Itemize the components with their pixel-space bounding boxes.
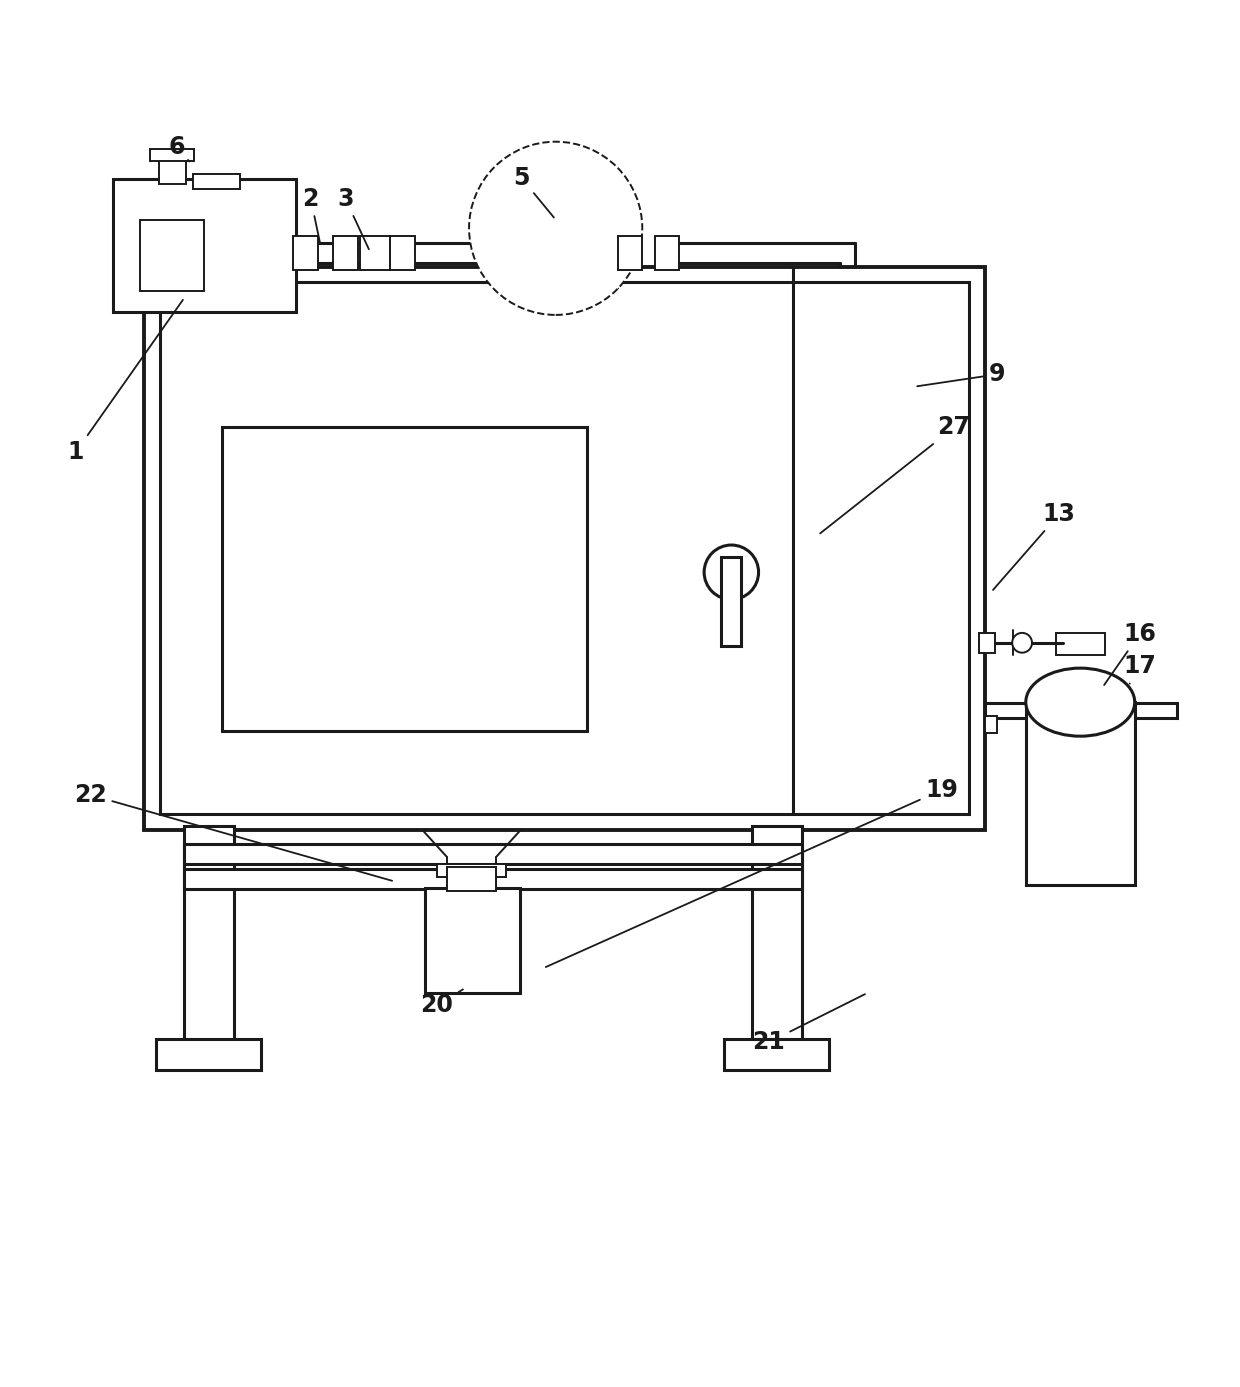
Bar (140, 219, 205, 291)
Circle shape (518, 191, 593, 265)
Bar (985, 703, 1177, 718)
Text: 22: 22 (74, 782, 392, 881)
Bar (334, 236, 357, 270)
Text: 19: 19 (546, 778, 959, 967)
Text: 9: 9 (918, 362, 1006, 387)
Bar (753, 825, 802, 1043)
Text: 6: 6 (169, 135, 190, 161)
Text: 17: 17 (1123, 655, 1156, 684)
Bar (978, 632, 994, 653)
Bar (360, 236, 389, 270)
Circle shape (484, 157, 627, 300)
Bar (159, 160, 186, 183)
Circle shape (536, 208, 575, 248)
Bar (1055, 632, 1105, 655)
Bar (724, 1039, 830, 1069)
Bar (150, 150, 195, 161)
Text: 2: 2 (303, 187, 320, 243)
Text: 27: 27 (820, 416, 971, 534)
Bar (494, 265, 618, 287)
Circle shape (548, 221, 563, 236)
Bar (222, 427, 587, 731)
Bar (985, 716, 997, 734)
Bar (185, 825, 234, 1043)
Bar (424, 888, 520, 993)
Text: 21: 21 (753, 994, 866, 1054)
Circle shape (1012, 632, 1032, 653)
Bar (193, 173, 241, 189)
Text: 1: 1 (67, 300, 182, 465)
Text: 20: 20 (420, 989, 463, 1017)
Bar (294, 236, 319, 270)
Bar (1025, 702, 1135, 885)
Bar (446, 867, 496, 892)
Bar (449, 874, 496, 892)
Bar (156, 1039, 262, 1069)
Bar (185, 845, 802, 864)
Text: 13: 13 (993, 502, 1075, 589)
Bar (618, 236, 642, 270)
Circle shape (469, 141, 642, 315)
Circle shape (704, 545, 759, 599)
Bar (185, 870, 802, 889)
Bar (160, 282, 968, 814)
Bar (655, 236, 680, 270)
Bar (436, 864, 506, 877)
Text: 5: 5 (513, 165, 554, 218)
Bar (722, 558, 742, 646)
Text: 3: 3 (337, 187, 370, 250)
Text: 16: 16 (1104, 623, 1156, 685)
Bar (389, 236, 414, 270)
Bar (144, 266, 985, 829)
Circle shape (501, 173, 610, 283)
Bar (113, 179, 296, 312)
Ellipse shape (1025, 669, 1135, 736)
